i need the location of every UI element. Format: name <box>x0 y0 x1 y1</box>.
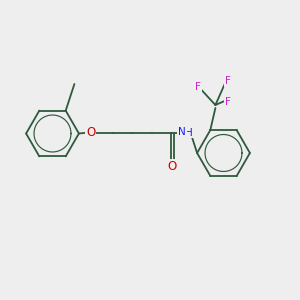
Text: H: H <box>185 128 193 138</box>
Text: O: O <box>86 126 95 139</box>
Text: F: F <box>225 97 231 107</box>
Text: F: F <box>225 76 231 86</box>
Text: N: N <box>178 127 186 137</box>
Text: O: O <box>168 160 177 173</box>
Text: F: F <box>195 82 201 92</box>
